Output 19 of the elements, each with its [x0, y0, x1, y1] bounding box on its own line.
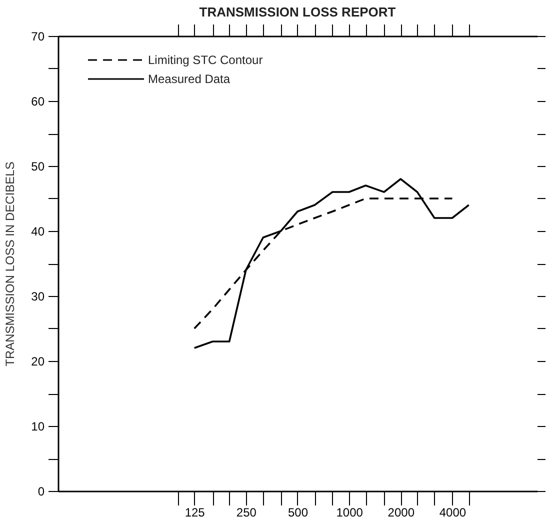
legend-label: Limiting STC Contour	[148, 53, 263, 67]
y-tick-label: 30	[31, 290, 45, 304]
y-tick-label: 10	[31, 420, 45, 434]
y-tick-label: 60	[31, 94, 45, 108]
x-tick-label: 1000	[336, 506, 364, 520]
legend-label: Measured Data	[148, 72, 230, 86]
x-tick-label: 2000	[388, 506, 415, 520]
y-tick-label: 70	[31, 30, 45, 44]
x-tick-label: 500	[288, 506, 308, 520]
x-tick-label: 250	[236, 506, 257, 520]
y-tick-label: 40	[31, 224, 45, 238]
x-tick-label: 125	[184, 506, 206, 520]
y-axis-title: TRANSMISSION LOSS IN DECIBELS	[3, 162, 18, 366]
x-tick-label: 4000	[439, 506, 466, 520]
line-series	[193, 178, 470, 349]
y-tick-label: 20	[31, 354, 45, 368]
y-tick-label: 50	[31, 160, 45, 174]
y-tick-label: 0	[38, 484, 45, 498]
chart-title: TRANSMISSION LOSS REPORT	[199, 4, 396, 20]
